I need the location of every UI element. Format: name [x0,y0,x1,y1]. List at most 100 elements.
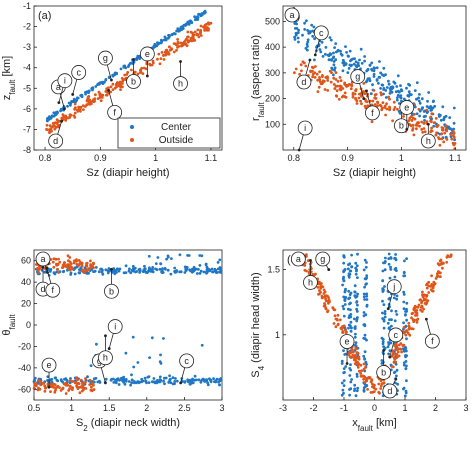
point-outside [84,105,87,108]
point-center [178,253,182,257]
point-center [365,298,369,301]
point-center [432,124,436,128]
point-outside [358,369,361,373]
point-outside [69,265,73,269]
point-center [67,101,71,105]
annotation-arrowhead [388,355,392,359]
point-center [166,254,170,258]
point-center [384,96,388,99]
point-center [382,74,386,77]
point-center [429,105,432,108]
point-center [415,97,418,101]
point-center [159,353,162,357]
point-outside [88,383,92,386]
point-outside [430,126,433,130]
point-center [402,307,406,311]
point-outside [336,313,340,317]
point-center [174,377,177,380]
x-tick-label: 1 [69,403,74,413]
point-outside [98,93,102,97]
point-center [132,267,136,271]
point-center [159,362,163,365]
point-outside [48,131,51,135]
point-outside [304,64,308,68]
point-outside [92,262,95,265]
point-center [342,254,346,258]
point-outside [175,43,178,47]
point-outside [53,127,57,131]
point-outside [433,121,437,124]
point-center [393,319,397,323]
annotation-circle [339,334,355,349]
point-center [344,287,347,291]
point-outside [124,77,127,81]
point-outside [75,376,79,379]
point-center [402,293,406,296]
point-outside [392,356,396,360]
point-center [143,264,146,268]
point-center [342,60,346,64]
point-outside [334,325,338,329]
point-center [55,378,59,382]
point-outside [109,90,113,94]
point-outside [69,113,73,117]
point-outside [391,119,394,123]
point-center [143,376,147,380]
point-center [219,268,223,272]
point-outside [163,50,167,54]
point-outside [314,65,317,68]
annotation-arrowhead [104,334,107,338]
point-center [206,381,210,385]
point-center [349,59,352,63]
y-tick-label: -20 [18,341,31,351]
annotation-circle [98,50,113,66]
point-outside [341,325,344,328]
annotation-circle [107,319,123,334]
point-center [342,279,346,283]
point-center [406,94,410,97]
point-center [95,342,98,346]
point-outside [176,38,180,41]
point-center [363,59,366,63]
point-center [198,264,202,267]
annotation-arrowhead [41,265,45,269]
annotation-circle [388,327,404,343]
point-center [62,269,66,273]
point-center [343,299,347,302]
point-center [348,393,351,397]
panel-c: 0.5 1 1.5 2 2.5 3 -60 -40 -20 0 20 40 60 S2 (diapir n… [1,249,225,433]
point-center [363,285,366,289]
point-center [154,267,157,271]
point-center [97,270,101,274]
annotation-arrowhead [382,349,386,352]
point-outside [361,374,364,378]
point-outside [61,113,65,116]
point-outside [398,347,402,351]
point-center [404,389,408,393]
point-outside [82,108,85,111]
point-outside [356,363,360,367]
point-outside [384,113,387,117]
annotation-circle [57,73,73,89]
point-outside [148,62,152,66]
annotation-arrowhead [386,307,390,311]
point-outside [435,125,439,129]
point-outside [170,48,174,51]
point-center [66,104,69,108]
point-center [193,268,197,271]
point-center [389,341,393,345]
point-outside [335,89,339,93]
point-center [353,383,357,387]
annotation-arrowhead [179,381,183,385]
point-center [147,375,151,378]
point-outside [411,123,415,127]
point-center [383,310,387,313]
point-center [395,85,399,88]
points-c [32,253,223,395]
point-outside [313,273,317,276]
annotation-label: a [289,10,294,20]
point-center [178,29,181,33]
point-outside [77,105,80,109]
annotation-label: f [431,336,434,346]
point-center [195,17,198,20]
